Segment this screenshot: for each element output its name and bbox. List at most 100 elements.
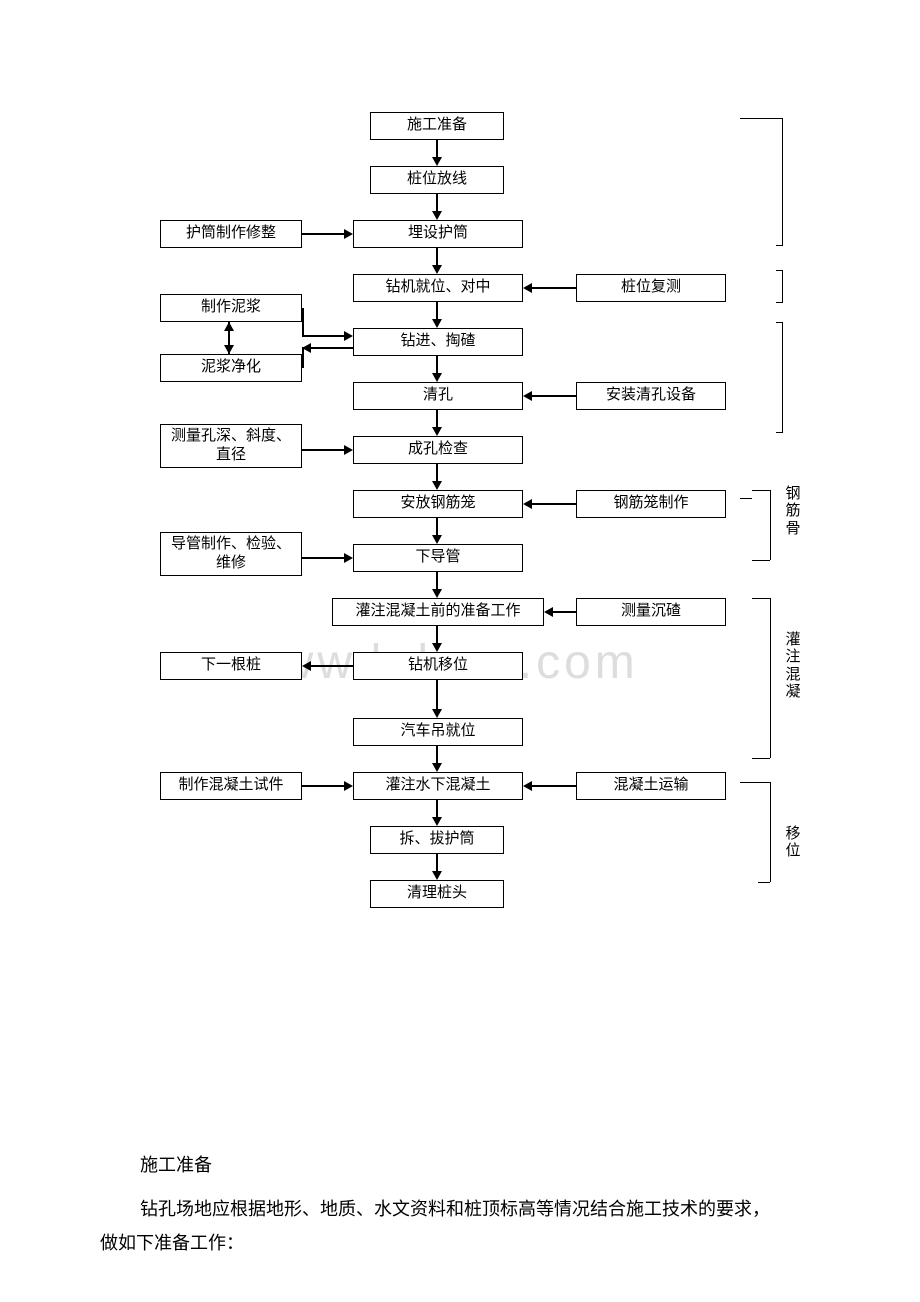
edge [436,680,438,710]
edge [436,518,438,536]
bracket [740,118,782,119]
bracket [776,302,783,303]
body-paragraph-l1: 钻孔场地应根据地形、地质、水文资料和桩顶标高等情况结合施工技术的要求， [140,1192,770,1226]
bracket [770,598,771,758]
edge [436,572,438,590]
edge [436,194,438,212]
arrowhead [344,781,353,791]
bracket [776,432,783,433]
group-label-rebar: 钢筋骨 [784,486,802,538]
node-rig-position: 钻机就位、对中 [353,274,523,302]
node-concrete-trans: 混凝土运输 [576,772,726,800]
arrowhead [302,661,311,671]
arrowhead [432,265,442,274]
arrowhead [344,331,353,341]
arrowhead [432,709,442,718]
edge [302,557,344,559]
node-clean-head: 清理桩头 [370,880,504,908]
bracket [752,560,770,561]
arrowhead [432,211,442,220]
node-rebar-cage: 安放钢筋笼 [353,490,523,518]
arrowhead [432,763,442,772]
node-prep: 施工准备 [370,112,504,140]
edge [311,665,353,667]
arrowhead [523,283,532,293]
edge [436,410,438,428]
body-heading: 施工准备 [140,1148,212,1182]
bracket [782,118,783,246]
node-stake-recheck: 桩位复测 [576,274,726,302]
arrowhead [432,427,442,436]
node-remove-casing: 拆、拔护筒 [370,826,504,854]
bracket [752,598,770,599]
node-drilling: 钻进、掏碴 [353,328,523,356]
arrowhead [432,535,442,544]
body-paragraph-l2: 做如下准备工作： [100,1226,244,1260]
edge [436,464,438,482]
edge [436,854,438,872]
arrowhead [224,345,234,354]
node-hole-check: 成孔检查 [353,436,523,464]
node-crane: 汽车吊就位 [353,718,523,746]
edge [436,746,438,764]
arrowhead [544,607,553,617]
edge [532,395,576,397]
edge [436,302,438,320]
node-casing: 埋设护筒 [353,220,523,248]
arrowhead [344,445,353,455]
node-casing-make: 护筒制作修整 [160,220,302,248]
node-next-pile: 下一根桩 [160,652,302,680]
arrowhead [432,817,442,826]
group-label-pour: 灌注混凝 [784,632,802,701]
bracket [740,498,752,499]
node-tremie: 下导管 [353,544,523,572]
node-mud-make: 制作泥浆 [160,294,302,322]
edge [302,308,304,337]
node-mud-purify: 泥浆净化 [160,354,302,382]
arrowhead [432,157,442,166]
edge [532,287,576,289]
edge [436,356,438,374]
bracket [776,322,783,323]
node-tremie-check: 导管制作、检验、维修 [160,532,302,576]
bracket [770,490,771,560]
node-stakeout: 桩位放线 [370,166,504,194]
arrowhead [344,229,353,239]
bracket [776,245,783,246]
node-pour: 灌注水下混凝土 [353,772,523,800]
bracket [752,758,770,759]
edge [553,611,576,613]
arrowhead [523,391,532,401]
arrowhead [344,553,353,563]
edge [302,335,344,337]
edge [532,503,576,505]
bracket [782,322,783,432]
arrowhead [432,373,442,382]
bracket [752,490,770,491]
arrowhead [224,322,234,331]
arrowhead [432,481,442,490]
node-pour-prep: 灌注混凝土前的准备工作 [332,598,544,626]
bracket [782,270,783,302]
arrowhead [432,589,442,598]
bracket [740,782,770,783]
node-clean-equip: 安装清孔设备 [576,382,726,410]
group-label-move: 移位 [784,826,802,861]
arrowhead [523,781,532,791]
node-clean-hole: 清孔 [353,382,523,410]
bracket [770,782,771,882]
arrowhead [432,319,442,328]
bracket [758,882,770,883]
edge [436,800,438,818]
edge [302,233,344,235]
arrowhead [432,871,442,880]
edge [436,626,438,644]
arrowhead [432,643,442,652]
edge [532,785,576,787]
edge [302,785,344,787]
node-measure-depth: 测量孔深、斜度、直径 [160,424,302,468]
edge [436,140,438,158]
node-sediment: 测量沉碴 [576,598,726,626]
node-cage-make: 钢筋笼制作 [576,490,726,518]
edge [436,248,438,266]
